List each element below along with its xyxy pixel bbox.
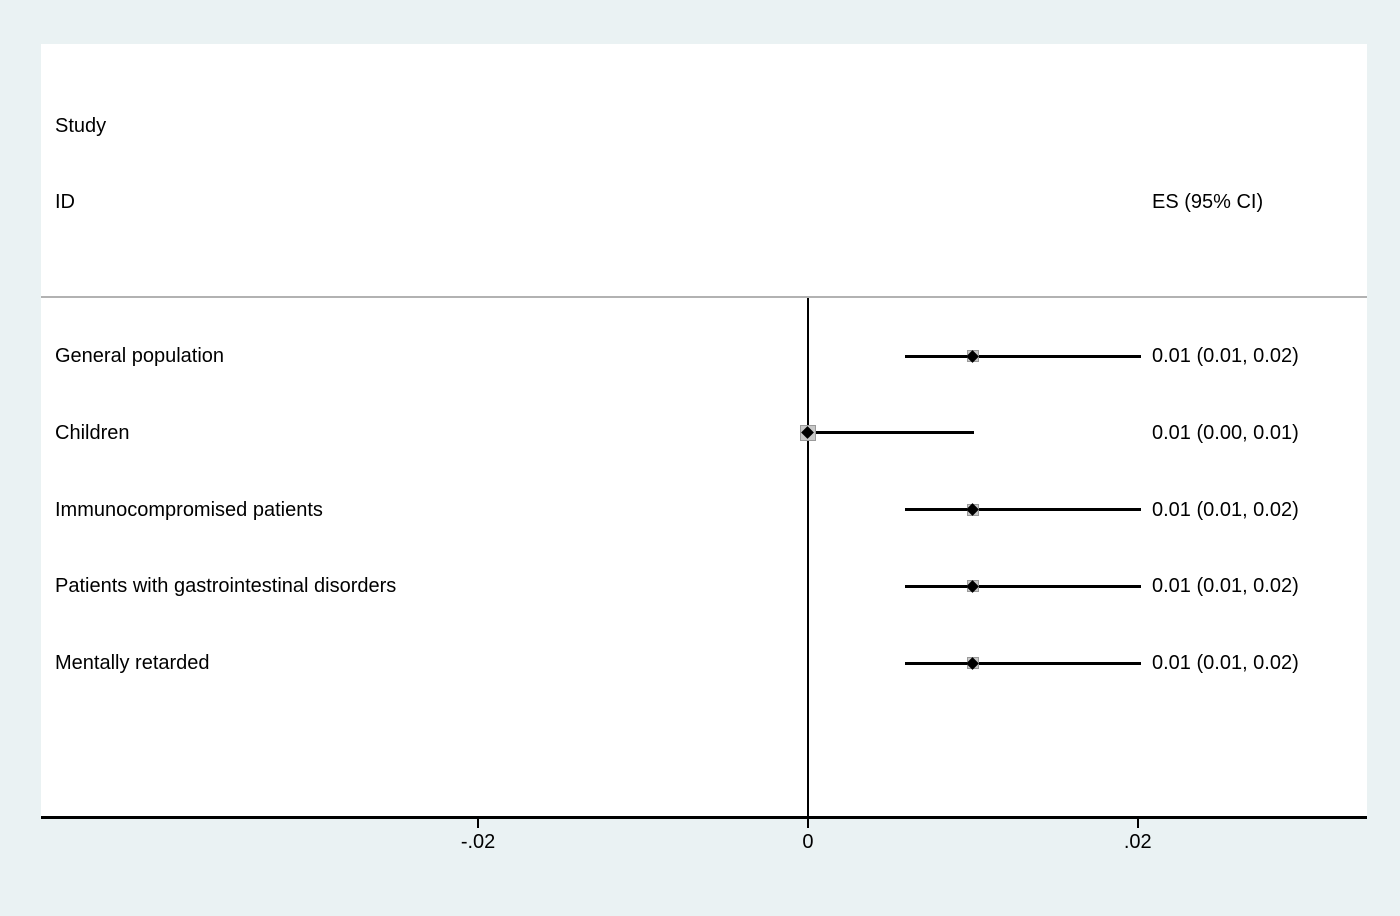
x-axis-line [41,816,1367,819]
study-row-label: Immunocompromised patients [55,498,323,521]
header-divider-line [41,296,1367,298]
x-axis-tick-label: .02 [1123,831,1152,853]
x-axis-tick-label: 0 [802,831,814,853]
column-header-es-ci: ES (95% CI) [1152,191,1264,213]
effect-size-ci-value: 0.01 (0.01, 0.02) [1152,345,1299,367]
study-row-label: Children [55,421,130,444]
effect-size-ci-value: 0.01 (0.01, 0.02) [1152,498,1299,521]
confidence-interval-line [807,431,975,435]
effect-size-ci-value: 0.01 (0.01, 0.02) [1152,575,1299,598]
effect-size-ci-value: 0.01 (0.00, 0.01) [1152,421,1299,444]
confidence-interval-line [905,584,1142,588]
study-row-label: Patients with gastrointestinal disorders [55,575,397,598]
confidence-interval-line [905,661,1142,665]
x-axis-tick-mark [477,819,480,828]
column-header-id: ID [55,191,75,213]
effect-size-ci-value: 0.01 (0.01, 0.02) [1152,652,1299,674]
study-row-label: Mentally retarded [55,652,210,674]
x-axis-tick-mark [806,819,809,828]
study-row-label: General population [55,345,225,367]
confidence-interval-line [905,508,1142,511]
x-axis-tick-label: -.02 [460,831,496,853]
forest-plot-area: Study ID ES (95% CI) [41,44,1367,816]
zero-reference-line [806,298,809,816]
confidence-interval-line [905,354,1142,358]
x-axis-tick-mark [1136,819,1139,828]
column-header-study: Study [55,115,107,137]
